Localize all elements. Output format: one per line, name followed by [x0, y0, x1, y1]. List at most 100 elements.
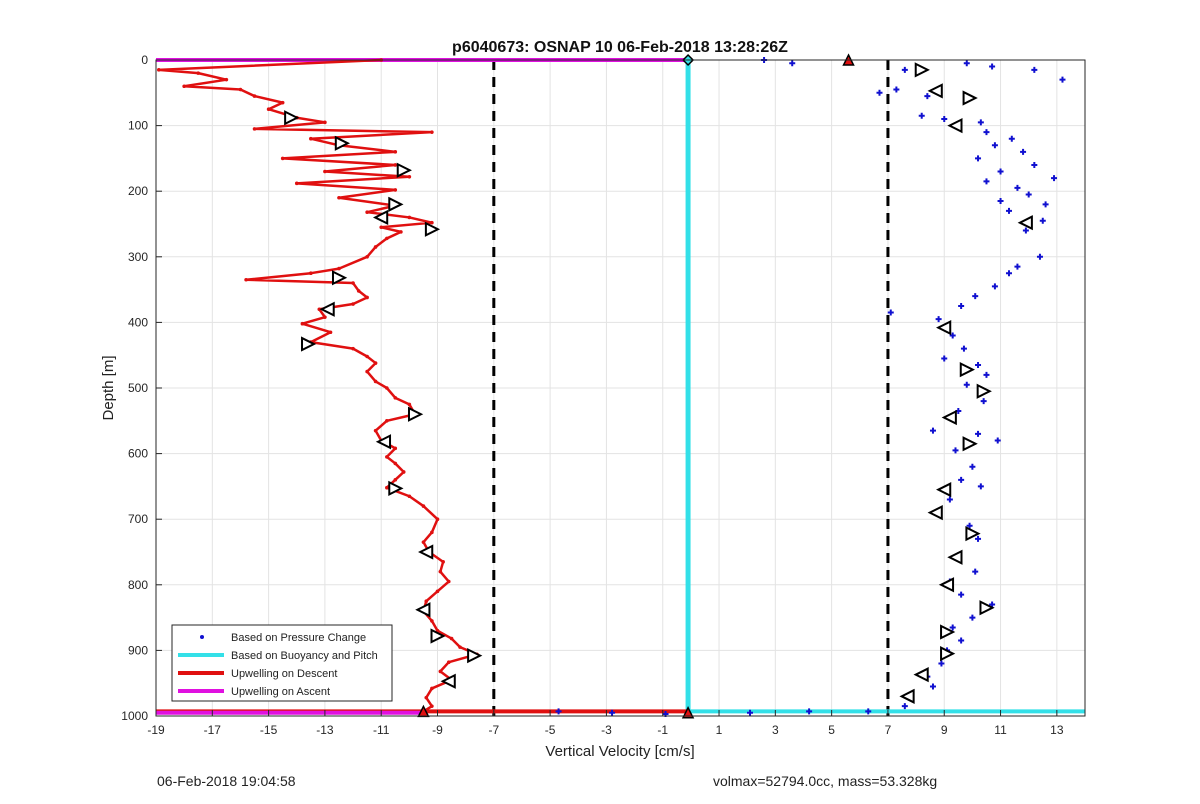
pressure-point — [949, 624, 956, 631]
descent-point — [373, 428, 378, 433]
pressure-point — [997, 198, 1004, 205]
descent-point — [385, 455, 389, 459]
triangle-marker — [940, 624, 956, 640]
descent-point — [430, 530, 434, 535]
footer-timestamp: 06-Feb-2018 19:04:58 — [157, 773, 296, 789]
x-tick-label: 11 — [994, 723, 1007, 737]
pressure-point — [966, 522, 973, 529]
y-tick-label: 300 — [128, 250, 148, 264]
descent-point — [393, 163, 398, 167]
triangle-marker — [938, 577, 955, 593]
x-axis-ticks: -19 -17 -15 -13 -11 -9 -7 -5 -3 -1 1 3 5 7 9 11 13 — [147, 710, 1064, 737]
pressure-point — [952, 447, 959, 454]
triangle-marker — [947, 549, 963, 565]
pressure-point — [972, 568, 979, 575]
y-tick-label: 800 — [128, 578, 148, 592]
pressure-point — [1039, 217, 1046, 224]
legend-label: Upwelling on Descent — [231, 668, 337, 680]
pressure-point — [1005, 270, 1012, 277]
pressure-point — [746, 709, 753, 716]
triangle-marker — [334, 135, 351, 151]
triangle-marker — [388, 480, 404, 496]
legend-box — [171, 624, 393, 702]
descent-point — [430, 619, 434, 623]
descent-point — [438, 669, 443, 674]
triangle-marker — [375, 434, 392, 450]
pressure-point — [958, 303, 965, 309]
descent-point — [385, 485, 389, 490]
descent-point — [351, 281, 355, 285]
descent-point — [430, 686, 434, 691]
y-tick-label: 100 — [128, 119, 148, 133]
pressure-point — [929, 683, 936, 690]
legend-label: Upwelling on Ascent — [231, 686, 330, 698]
descent-point — [393, 150, 398, 154]
legend-label: Based on Buoyancy and Pitch — [231, 650, 378, 662]
descent-point — [328, 330, 333, 335]
descent-point — [309, 136, 313, 141]
pressure-point — [994, 437, 1001, 444]
pressure-point — [865, 708, 872, 715]
descent-point — [393, 478, 398, 482]
descent-point — [365, 354, 369, 359]
triangle-marker — [976, 383, 992, 399]
descent-point — [393, 396, 398, 400]
descent-point — [424, 695, 429, 700]
pressure-point — [963, 381, 970, 388]
triangle-marker — [927, 505, 943, 521]
descent-point — [435, 517, 440, 521]
descent-point — [337, 266, 341, 271]
x-tick-label: -1 — [657, 723, 668, 737]
descent-point — [157, 68, 161, 72]
pressure-point — [997, 168, 1004, 175]
triangle-marker — [914, 62, 930, 78]
pressure-point — [1042, 201, 1049, 208]
pressure-point — [1031, 66, 1038, 73]
descent-point — [424, 599, 429, 603]
pressure-point — [980, 398, 987, 405]
descent-point — [435, 589, 440, 594]
triangle-marker — [415, 602, 431, 618]
triangle-marker — [941, 409, 957, 426]
descent-point — [421, 504, 426, 508]
x-tick-label: -13 — [316, 723, 334, 737]
triangle-marker — [372, 209, 389, 226]
pressure-point — [989, 63, 996, 70]
descent-point — [323, 120, 327, 125]
pressure-point — [975, 155, 982, 162]
pressure-point — [1008, 135, 1015, 142]
descent-point — [373, 379, 378, 384]
x-tick-label: -7 — [488, 723, 499, 737]
x-tick-label: 9 — [941, 723, 948, 737]
pressure-point — [1014, 184, 1021, 191]
triangle-marker — [424, 221, 441, 237]
descent-point — [294, 181, 299, 186]
pressure-point — [975, 362, 982, 369]
descent-point — [309, 271, 313, 276]
pressure-point — [1051, 175, 1058, 182]
descent-point — [280, 100, 285, 105]
pressure-point — [941, 116, 948, 123]
descent-point — [407, 494, 412, 499]
y-axis-label: Depth [m] — [100, 355, 117, 420]
pressure-point — [1014, 263, 1021, 270]
descent-point — [430, 704, 434, 708]
descent-point — [323, 315, 327, 319]
pressure-point — [975, 430, 982, 437]
triangle-marker — [396, 162, 412, 178]
pressure-point — [1031, 161, 1038, 168]
x-tick-label: -5 — [545, 723, 556, 737]
footer-stats: volmax=52794.0cc, mass=53.328kg — [713, 773, 938, 789]
pressure-point — [918, 112, 925, 119]
descent-point — [365, 254, 369, 259]
triangle-marker — [407, 406, 424, 422]
y-tick-label: 1000 — [121, 709, 148, 723]
pressure-point — [949, 332, 956, 339]
descent-point — [365, 210, 369, 214]
x-tick-label: -11 — [373, 723, 390, 737]
pressure-point — [1036, 253, 1043, 260]
triangle-marker — [959, 362, 976, 378]
x-tick-label: -17 — [204, 723, 222, 737]
x-tick-label: 13 — [1050, 723, 1064, 737]
descent-point — [300, 321, 305, 326]
